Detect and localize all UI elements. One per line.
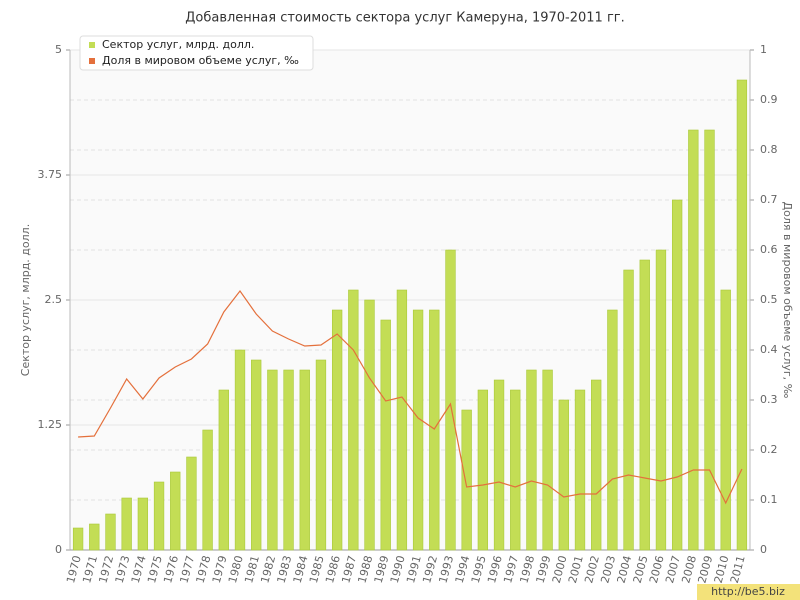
y2-tick-label: 0.8 xyxy=(760,143,778,156)
bar xyxy=(688,129,699,551)
bar xyxy=(558,399,569,551)
bar xyxy=(477,389,489,551)
bar xyxy=(251,359,262,551)
bar xyxy=(380,319,391,551)
bar xyxy=(510,389,521,551)
bar xyxy=(121,497,132,551)
y-tick-label: 5 xyxy=(55,43,62,56)
bar xyxy=(218,389,229,551)
bar xyxy=(412,309,424,551)
y2-tick-label: 0.6 xyxy=(760,243,778,256)
legend: Сектор услуг, млрд. долл. Доля в мировом … xyxy=(79,35,314,71)
bar xyxy=(623,269,634,551)
y2-tick-label: 0.3 xyxy=(760,393,778,406)
bar xyxy=(137,497,149,551)
watermark: http://be5.biz xyxy=(711,585,785,598)
bar xyxy=(542,369,553,551)
bar xyxy=(671,199,683,551)
bar xyxy=(89,523,100,551)
legend-marker xyxy=(89,42,95,48)
y-tick-label: 2.5 xyxy=(45,293,63,306)
y-tick-label: 0 xyxy=(55,543,62,556)
legend-label: Сектор услуг, млрд. долл. xyxy=(102,38,254,51)
watermark-bg xyxy=(697,584,800,600)
bar xyxy=(655,249,667,551)
bar xyxy=(364,299,375,551)
bar xyxy=(170,471,181,551)
bar xyxy=(720,289,731,551)
legend-marker xyxy=(89,58,95,64)
y2-tick-label: 0.2 xyxy=(760,443,778,456)
y2-tick-label: 0 xyxy=(760,543,767,556)
y2-tick-label: 0.9 xyxy=(760,93,778,106)
legend-label: Доля в мировом объеме услуг, ‰ xyxy=(102,54,299,67)
legend-box xyxy=(79,35,314,71)
y-tick-label: 1.25 xyxy=(38,418,63,431)
bar xyxy=(461,409,472,551)
bar xyxy=(348,289,359,551)
y2-axis-title: Доля в мировом объеме услуг, ‰ xyxy=(781,202,794,399)
bar xyxy=(105,513,116,551)
y-axis-title: Сектор услуг, млрд. долл. xyxy=(19,224,32,376)
bar xyxy=(72,527,84,551)
bar xyxy=(396,289,408,551)
bar xyxy=(736,79,748,551)
bar xyxy=(299,369,310,551)
y2-tick-label: 0.7 xyxy=(760,193,778,206)
bar xyxy=(574,389,586,551)
y2-tick-label: 1 xyxy=(760,43,767,56)
bar xyxy=(153,481,165,551)
line xyxy=(78,289,743,505)
y2-tick-label: 0.1 xyxy=(760,493,778,506)
bar xyxy=(283,369,294,551)
y-tick-label: 3.75 xyxy=(38,168,63,181)
bar xyxy=(234,349,246,551)
bar xyxy=(591,379,602,551)
chart-title: Добавленная стоимость сектора услуг Каме… xyxy=(185,11,625,26)
bar xyxy=(493,379,505,551)
bar xyxy=(202,429,213,551)
y2-tick-label: 0.4 xyxy=(760,343,778,356)
bar xyxy=(445,249,456,551)
bar xyxy=(704,129,715,551)
bar xyxy=(607,309,618,551)
bar xyxy=(315,359,327,551)
bar xyxy=(429,309,440,551)
y2-tick-label: 0.5 xyxy=(760,293,778,306)
bar xyxy=(186,456,197,551)
bar xyxy=(526,369,537,551)
bar xyxy=(267,369,278,551)
bar xyxy=(331,309,343,551)
bar xyxy=(639,259,650,551)
